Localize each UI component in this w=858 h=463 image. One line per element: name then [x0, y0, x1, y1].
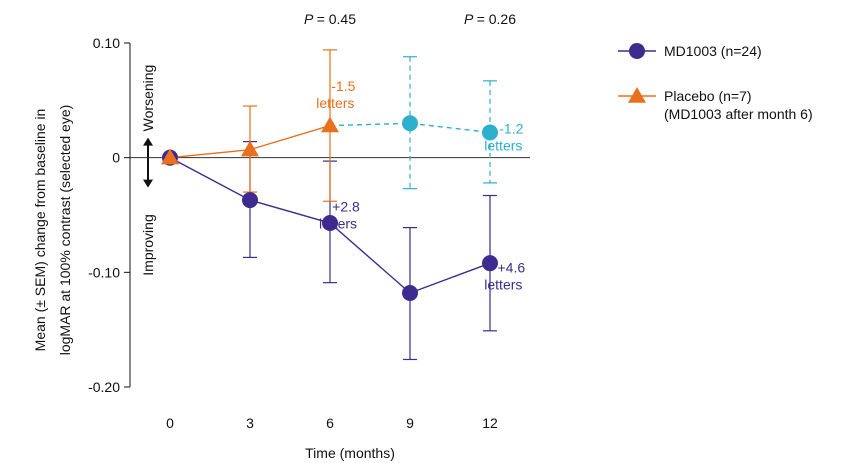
value-annotation: +4.6 letters	[484, 259, 525, 292]
data-point-circle	[402, 115, 418, 132]
arrow-down-head	[143, 179, 153, 188]
data-point-triangle	[321, 116, 339, 133]
y-tick-label: -0.10	[88, 264, 120, 280]
y-tick-label: 0.10	[93, 35, 120, 51]
direction-label-improving: Improving	[140, 214, 156, 275]
data-point-circle	[322, 215, 338, 232]
legend-label: Placebo (n=7)	[664, 88, 752, 104]
x-tick-label: 0	[166, 415, 174, 431]
direction-label-worsening: Worsening	[140, 65, 156, 132]
data-point-circle	[482, 255, 498, 272]
legend-label-line2: (MD1003 after month 6)	[664, 106, 813, 122]
y-tick-label: 0	[112, 150, 120, 166]
value-annotation: +2.8 letters	[319, 199, 360, 232]
legend-marker-triangle	[628, 87, 646, 103]
arrow-up-head	[143, 137, 153, 146]
x-tick-label: 3	[246, 415, 254, 431]
series-layer	[161, 49, 498, 361]
legend-label: MD1003 (n=24)	[664, 43, 762, 59]
data-point-circle	[402, 284, 418, 301]
p-value-label: P = 0.26	[464, 11, 516, 27]
data-point-circle	[482, 124, 498, 141]
x-axis-label: Time (months)	[305, 445, 395, 461]
data-point-circle	[242, 192, 258, 209]
legend-marker-circle	[629, 43, 645, 59]
data-point-triangle	[241, 140, 259, 157]
p-value-label: P = 0.45	[304, 11, 356, 27]
data-point-triangle	[161, 148, 179, 165]
value-annotation: -1.2 letters	[484, 121, 523, 154]
x-tick-label: 12	[482, 415, 498, 431]
x-tick-label: 6	[326, 415, 334, 431]
annotations-layer: -1.5 letters -1.2 letters +2.8 letters +4.6 let…	[316, 78, 525, 292]
y-axis-label-line1: Mean (± SEM) change from baseline in	[32, 109, 48, 352]
value-annotation: -1.5 letters	[316, 78, 355, 111]
y-tick-label: -0.20	[88, 379, 120, 395]
axes: 0.10 0 -0.10 -0.20 0 3 6 9 12 P = 0.45 P = 0.26	[88, 11, 516, 431]
x-tick-label: 9	[406, 415, 414, 431]
y-axis-label-line2: logMAR at 100% contrast (selected eye)	[57, 105, 73, 356]
legend: MD1003 (n=24) Placebo (n=7) (MD1003 after …	[618, 43, 813, 122]
